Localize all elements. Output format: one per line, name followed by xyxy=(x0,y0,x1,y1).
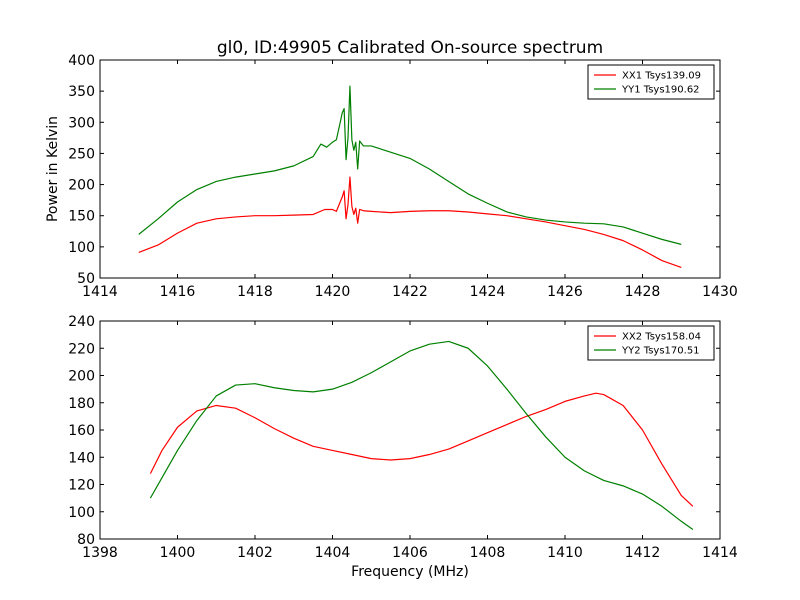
series-line-1-1 xyxy=(138,176,682,268)
x-tick-label: 1422 xyxy=(392,284,428,300)
legend-box xyxy=(587,64,715,100)
chart-title: gl0, ID:49905 Calibrated On-source spect… xyxy=(217,38,603,58)
y-tick-label: 50 xyxy=(77,271,95,287)
y-tick-label: 100 xyxy=(68,240,95,256)
y-tick-label: 120 xyxy=(68,478,95,494)
top-panel: 1414 1416 1418 1420 1422 1424 1426 1428 1430 50 10… xyxy=(45,53,738,300)
x-tick-label: 1408 xyxy=(470,545,506,561)
x-tick-label: 1400 xyxy=(160,545,196,561)
y-tick-label: 300 xyxy=(68,115,95,131)
y-axis-label: Power in Kelvin xyxy=(45,116,61,222)
y-tick-label: 160 xyxy=(68,423,95,439)
y-tick-label: 150 xyxy=(68,209,95,225)
x-tick-label: 1416 xyxy=(160,284,196,300)
legend-box xyxy=(587,325,715,361)
legend-entry: XX1 Tsys139.09 xyxy=(622,71,701,82)
y-tick-label: 180 xyxy=(68,396,95,412)
series-line-2-1 xyxy=(149,392,694,507)
y-tick-label: 140 xyxy=(68,450,95,466)
x-tick-label: 1424 xyxy=(470,284,506,300)
series-line-2-2 xyxy=(149,340,694,530)
x-tick-label: 1418 xyxy=(237,284,273,300)
x-tick-label: 1426 xyxy=(547,284,583,300)
x-tick-label: 1406 xyxy=(392,545,428,561)
y-tick-label: 200 xyxy=(68,178,95,194)
legend-entry: XX2 Tsys158.04 xyxy=(622,332,701,343)
x-tick-label: 1428 xyxy=(625,284,661,300)
legend: XX1 Tsys139.09 YY1 Tsys190.62 xyxy=(587,64,715,100)
x-tick-label: 1414 xyxy=(82,284,118,300)
x-tick-label: 1398 xyxy=(82,545,118,561)
y-tick-label: 400 xyxy=(68,53,95,69)
y-tick-label: 80 xyxy=(77,532,95,548)
x-tick-label: 1402 xyxy=(237,545,273,561)
y-tick-label: 240 xyxy=(68,314,95,330)
series-group xyxy=(149,340,694,530)
y-tick-label: 100 xyxy=(68,505,95,521)
legend: XX2 Tsys158.04 YY2 Tsys170.51 xyxy=(587,325,715,361)
series-group xyxy=(138,85,682,268)
y-tick-label: 350 xyxy=(68,84,95,100)
y-tick-label: 250 xyxy=(68,146,95,162)
x-tick-label: 1410 xyxy=(547,545,583,561)
legend-entry: YY2 Tsys170.51 xyxy=(621,346,700,357)
legend-entry: YY1 Tsys190.62 xyxy=(621,85,700,96)
x-tick-label: 1412 xyxy=(625,545,661,561)
y-tick-label: 220 xyxy=(68,341,95,357)
x-tick-label: 1404 xyxy=(315,545,351,561)
bottom-panel: 1398 1400 1402 1404 1406 1408 1410 1412 1414 80 10… xyxy=(68,314,738,580)
x-axis-label: Frequency (MHz) xyxy=(351,564,469,580)
y-tick-label: 200 xyxy=(68,369,95,385)
x-tick-label: 1430 xyxy=(702,284,738,300)
series-line-1-2 xyxy=(138,85,682,245)
x-tick-label: 1420 xyxy=(315,284,351,300)
x-tick-label: 1414 xyxy=(702,545,738,561)
